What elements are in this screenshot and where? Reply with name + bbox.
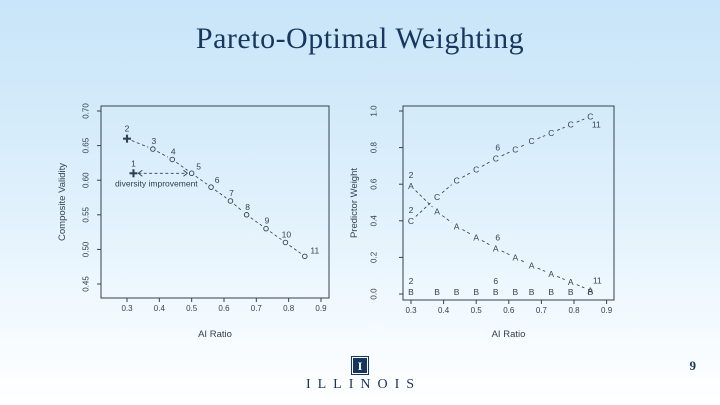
svg-text:0.60: 0.60 <box>82 172 91 188</box>
svg-text:A: A <box>568 277 574 287</box>
svg-text:A: A <box>473 232 479 242</box>
page-title: Pareto-Optimal Weighting <box>195 22 525 55</box>
pareto-front-line <box>131 140 301 254</box>
svg-text:2: 2 <box>409 170 414 180</box>
svg-text:AI Ratio: AI Ratio <box>492 329 526 340</box>
svg-text:11: 11 <box>592 119 601 129</box>
svg-text:B: B <box>493 287 499 297</box>
svg-text:2: 2 <box>125 124 130 134</box>
svg-text:B: B <box>529 287 535 297</box>
diversity-improvement-annotation: diversity improvement <box>115 169 198 188</box>
svg-text:11: 11 <box>593 275 602 285</box>
left-chart-composite-validity: 0.3 0.4 0.5 0.6 0.7 0.8 0.9 0.45 0.50 0.55 0.60 0.6… <box>57 103 330 340</box>
svg-text:0.4: 0.4 <box>154 304 166 313</box>
svg-text:A: A <box>434 207 440 217</box>
svg-text:C: C <box>529 136 535 146</box>
illinois-wordmark: ILLINOIS <box>305 377 422 392</box>
svg-text:11: 11 <box>310 245 319 255</box>
svg-text:B: B <box>454 287 460 297</box>
svg-text:0.3: 0.3 <box>121 304 133 313</box>
svg-text:A: A <box>493 243 499 253</box>
right-chart-predictor-weight: 0.3 0.4 0.5 0.6 0.7 0.8 0.9 0.0 0.2 0.4 0.6 0.8 1.0 A… <box>349 105 615 340</box>
svg-text:B: B <box>434 287 440 297</box>
svg-text:C: C <box>434 192 440 202</box>
svg-text:C: C <box>548 128 554 138</box>
svg-text:B: B <box>408 287 414 297</box>
svg-text:A: A <box>454 221 460 231</box>
data-point-number-labels: 1 2 3 4 5 67 8 9 10 11 <box>125 124 320 256</box>
svg-text:C: C <box>512 144 518 154</box>
svg-text:0.6: 0.6 <box>218 304 230 313</box>
svg-text:6: 6 <box>493 276 498 286</box>
svg-text:0.8: 0.8 <box>568 306 580 315</box>
svg-text:B: B <box>473 287 479 297</box>
illinois-column-i-icon: I <box>351 356 369 375</box>
svg-text:0.6: 0.6 <box>503 306 515 315</box>
svg-text:A: A <box>548 269 554 279</box>
svg-text:C: C <box>587 111 593 121</box>
series-B: B B B B B B B B B B2 6 <box>408 276 593 297</box>
svg-text:C: C <box>473 165 479 175</box>
svg-text:2: 2 <box>409 205 414 215</box>
axes: 0.3 0.4 0.5 0.6 0.7 0.8 0.9 0.0 0.2 0.4 0.6 0.8 1.0 A… <box>349 105 615 340</box>
svg-text:C: C <box>408 216 414 226</box>
svg-text:0.3: 0.3 <box>405 306 417 315</box>
svg-text:1.0: 1.0 <box>370 105 379 117</box>
svg-text:diversity improvement: diversity improvement <box>115 178 198 188</box>
svg-text:4: 4 <box>171 146 176 156</box>
svg-text:0.65: 0.65 <box>82 137 91 153</box>
svg-text:0.7: 0.7 <box>536 306 548 315</box>
svg-text:C: C <box>568 120 574 130</box>
svg-text:B: B <box>587 287 593 297</box>
svg-text:9: 9 <box>265 216 270 226</box>
svg-text:0.6: 0.6 <box>370 178 379 190</box>
svg-text:2: 2 <box>409 276 414 286</box>
data-point-markers <box>123 134 308 260</box>
svg-text:B: B <box>568 287 574 297</box>
svg-text:0.70: 0.70 <box>82 103 91 119</box>
svg-text:6: 6 <box>495 232 500 242</box>
svg-text:0.7: 0.7 <box>251 304 263 313</box>
svg-text:5: 5 <box>196 161 201 171</box>
svg-text:A: A <box>512 252 518 262</box>
page-number: 9 <box>689 358 697 373</box>
svg-text:0.5: 0.5 <box>471 306 483 315</box>
svg-text:C: C <box>493 154 499 164</box>
svg-text:6: 6 <box>215 175 220 185</box>
svg-text:0.55: 0.55 <box>82 206 91 222</box>
svg-text:C: C <box>454 176 460 186</box>
svg-text:Predictor Weight: Predictor Weight <box>349 168 360 238</box>
svg-text:0.9: 0.9 <box>601 306 613 315</box>
svg-text:B: B <box>512 287 518 297</box>
svg-text:0.0: 0.0 <box>370 288 379 300</box>
svg-text:0.8: 0.8 <box>370 141 379 153</box>
svg-text:0.4: 0.4 <box>438 306 450 315</box>
logo-mark-letter: I <box>357 358 363 373</box>
svg-text:AI Ratio: AI Ratio <box>198 329 232 340</box>
svg-text:0.4: 0.4 <box>370 215 379 227</box>
svg-text:1: 1 <box>131 158 136 168</box>
svg-text:0.9: 0.9 <box>315 304 327 313</box>
svg-text:A: A <box>408 181 414 191</box>
svg-text:7: 7 <box>229 188 234 198</box>
illinois-logo: I ILLINOIS <box>0 356 720 393</box>
svg-text:Composite Validity: Composite Validity <box>57 163 68 241</box>
svg-text:B: B <box>548 287 554 297</box>
svg-text:0.50: 0.50 <box>82 241 91 257</box>
svg-text:0.2: 0.2 <box>370 251 379 263</box>
svg-text:A: A <box>587 285 593 295</box>
svg-text:3: 3 <box>151 136 156 146</box>
svg-text:10: 10 <box>282 229 292 239</box>
svg-text:A: A <box>529 261 535 271</box>
svg-text:6: 6 <box>495 143 500 153</box>
svg-text:0.5: 0.5 <box>186 304 198 313</box>
svg-text:0.45: 0.45 <box>82 276 91 292</box>
axes: 0.3 0.4 0.5 0.6 0.7 0.8 0.9 0.45 0.50 0.55 0.60 0.6… <box>57 103 330 340</box>
svg-text:0.8: 0.8 <box>283 304 295 313</box>
svg-text:8: 8 <box>245 202 250 212</box>
